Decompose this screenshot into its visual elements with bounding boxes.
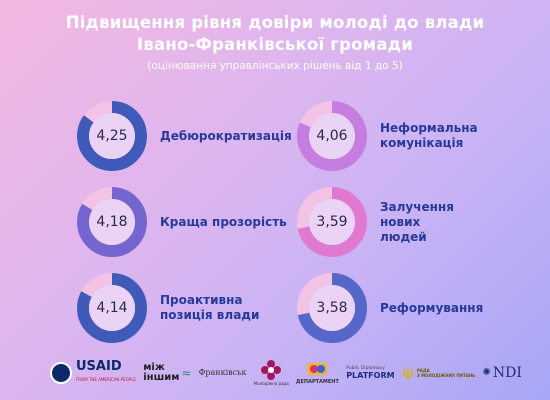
ring-progress-arc [77, 273, 147, 343]
rating-value: 4,06 [316, 128, 348, 144]
rating-ring: 4,14 [76, 272, 148, 344]
usaid-tagline: FROM THE AMERICAN PEOPLE [76, 376, 136, 382]
frankivsk-logo: Франківськ [199, 368, 247, 377]
platform-logo: Public Diplomacy PLATFORM [346, 366, 394, 380]
rating-item: 3,59 Залучення нових людей [296, 186, 550, 258]
rada-line1: РАДА [416, 367, 430, 373]
ring-center [309, 285, 355, 331]
wave-icon: ≈ [181, 365, 192, 380]
rating-value: 4,25 [96, 128, 128, 144]
subtitle: (оцінювання управлінських рішень від 1 д… [147, 60, 403, 72]
ring-chart [297, 273, 367, 343]
header: Підвищення рівня довіри молоді до влади … [0, 12, 550, 74]
rating-item: 3,58 Реформування [296, 272, 550, 344]
ring-chart [77, 187, 147, 257]
ring-center [309, 113, 355, 159]
youth-council-logo: Молодіжна рада [254, 359, 289, 386]
platform-top: Public Diplomacy [346, 365, 385, 371]
title-line-2: Івано-Франківської громади [137, 35, 413, 54]
ring-progress-arc [77, 101, 147, 171]
ring-center [89, 199, 135, 245]
rating-ring: 3,58 [296, 272, 368, 344]
rating-item: 4,06 Неформальна комунікація [296, 100, 550, 172]
ring-center [309, 199, 355, 245]
rada-line2: З МОЛОДІЖНИХ ПИТАНЬ [416, 372, 476, 378]
ring-progress-arc [297, 187, 367, 257]
trident-icon [403, 366, 413, 379]
mizh-line1: між [143, 361, 165, 373]
rating-label: Краща прозорість [160, 214, 287, 229]
rating-label: Проактивна позиція влади [160, 293, 260, 322]
rating-value: 3,59 [316, 214, 348, 230]
ring-chart [297, 187, 367, 257]
ring-chart [77, 101, 147, 171]
department-text: ДЕПАРТАМЕНТ [296, 378, 339, 385]
rating-item: 4,18 Краща прозорість [76, 186, 336, 258]
title-line-1: Підвищення рівня довіри молоді до влади [65, 13, 485, 32]
ring-center [89, 285, 135, 331]
ring-chart [77, 273, 147, 343]
usaid-seal-icon [50, 361, 72, 384]
ndi-text: NDI [492, 364, 522, 381]
rating-value: 4,18 [96, 214, 128, 230]
youth-council-text: Молодіжна рада [253, 381, 289, 386]
flower-icon [261, 360, 282, 380]
rating-ring: 4,06 [296, 100, 368, 172]
rating-label: Реформування [380, 300, 484, 315]
mizh-inshym-logo: між іншим ≈ [143, 361, 192, 383]
ring-progress-arc [297, 273, 367, 343]
globe-icon: ✺ [482, 367, 491, 378]
rating-ring: 3,59 [296, 186, 368, 258]
rating-label: Неформальна комунікація [380, 121, 478, 150]
ring-progress-arc [297, 101, 367, 171]
rating-item: 4,25 Дебюрократизація [76, 100, 336, 172]
usaid-name: USAID [76, 358, 122, 374]
rating-value: 3,58 [316, 300, 348, 316]
rating-ring: 4,25 [76, 100, 148, 172]
rating-value: 4,14 [96, 300, 128, 316]
partner-logos: USAID FROM THE AMERICAN PEOPLE між іншим… [0, 345, 550, 400]
ring-progress-arc [77, 187, 147, 257]
rating-label: Залучення нових людей [380, 199, 454, 244]
department-emblem-icon [307, 362, 328, 375]
ndi-logo: ✺ NDI [483, 365, 522, 381]
mizh-line2: іншим [143, 371, 180, 383]
youth-affairs-council-logo: РАДА З МОЛОДІЖНИХ ПИТАНЬ [402, 366, 475, 380]
ring-chart [297, 101, 367, 171]
rating-ring: 4,18 [76, 186, 148, 258]
platform-name: PLATFORM [346, 370, 395, 380]
department-logo: ДЕПАРТАМЕНТ [296, 361, 339, 385]
ring-center [89, 113, 135, 159]
usaid-logo: USAID FROM THE AMERICAN PEOPLE [50, 360, 136, 386]
rating-item: 4,14 Проактивна позиція влади [76, 272, 336, 344]
frankivsk-text: Франківськ [198, 368, 247, 377]
rating-label: Дебюрократизація [160, 128, 292, 143]
